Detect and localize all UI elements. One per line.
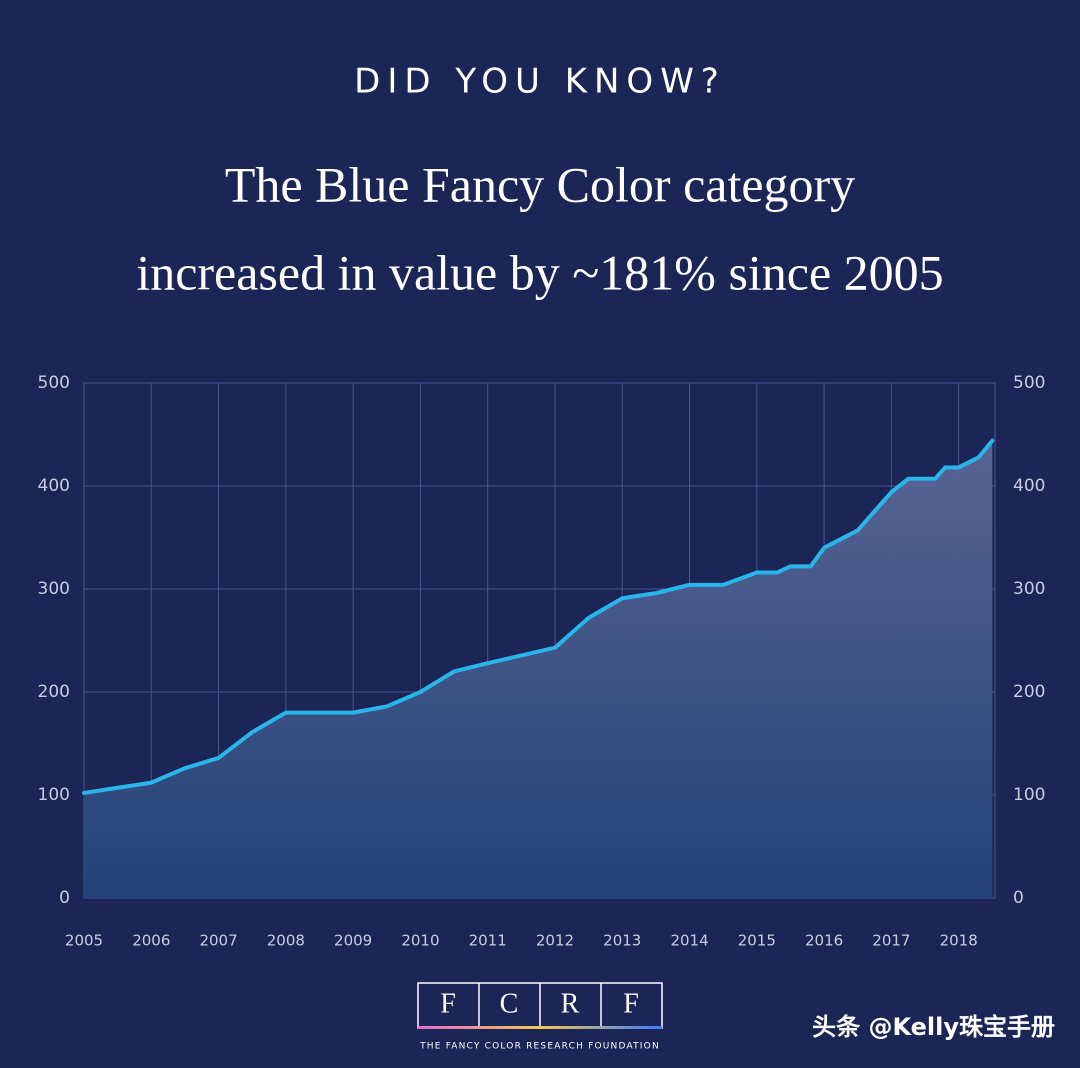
x-tick-label: 2011 bbox=[469, 932, 507, 950]
x-tick-label: 2017 bbox=[872, 932, 910, 950]
y-tick-label: 100 bbox=[38, 785, 70, 805]
y2-tick-label: 400 bbox=[1013, 476, 1045, 496]
logo-letter: R bbox=[561, 988, 580, 1019]
y-tick-label: 400 bbox=[38, 476, 70, 496]
y-tick-label: 0 bbox=[59, 888, 70, 908]
y-tick-label: 500 bbox=[38, 373, 70, 393]
subtitle: The Blue Fancy Color category bbox=[225, 156, 855, 212]
y2-tick-label: 300 bbox=[1013, 579, 1045, 599]
x-tick-label: 2013 bbox=[603, 932, 641, 950]
watermark: 头条 @Kelly珠宝手册 bbox=[812, 1013, 1055, 1041]
x-tick-label: 2010 bbox=[401, 932, 439, 950]
y2-tick-label: 100 bbox=[1013, 785, 1045, 805]
x-tick-label: 2005 bbox=[65, 932, 103, 950]
x-tick-label: 2008 bbox=[267, 932, 305, 950]
x-tick-label: 2016 bbox=[805, 932, 843, 950]
x-tick-label: 2014 bbox=[670, 932, 708, 950]
x-tick-label: 2012 bbox=[536, 932, 574, 950]
y2-tick-label: 500 bbox=[1013, 373, 1045, 393]
x-tick-label: 2007 bbox=[199, 932, 237, 950]
logo-letter: F bbox=[440, 988, 456, 1019]
logo-letter: C bbox=[500, 988, 519, 1019]
x-tick-label: 2009 bbox=[334, 932, 372, 950]
x-tick-label: 2018 bbox=[940, 932, 978, 950]
y2-tick-label: 0 bbox=[1013, 888, 1024, 908]
logo: F C R F THE FANCY COLOR RESEARCH FOUNDAT… bbox=[417, 982, 663, 1052]
area bbox=[84, 440, 993, 898]
logo-name: THE FANCY COLOR RESEARCH FOUNDATION bbox=[419, 1042, 660, 1052]
y-tick-label: 300 bbox=[38, 579, 70, 599]
title: DID YOU KNOW? bbox=[354, 62, 726, 102]
x-tick-label: 2015 bbox=[738, 932, 776, 950]
x-tick-label: 2006 bbox=[132, 932, 170, 950]
logo-underline bbox=[418, 1026, 662, 1029]
line bbox=[82, 438, 995, 795]
y-tick-label: 200 bbox=[38, 682, 70, 702]
subtitle: increased in value by ~181% since 2005 bbox=[136, 244, 943, 300]
plot: 0 100 200 300 400 500 0 100 200 300 400 500 2005 2006… bbox=[38, 373, 1046, 950]
logo-letter: F bbox=[623, 988, 639, 1019]
y2-tick-label: 200 bbox=[1013, 682, 1045, 702]
